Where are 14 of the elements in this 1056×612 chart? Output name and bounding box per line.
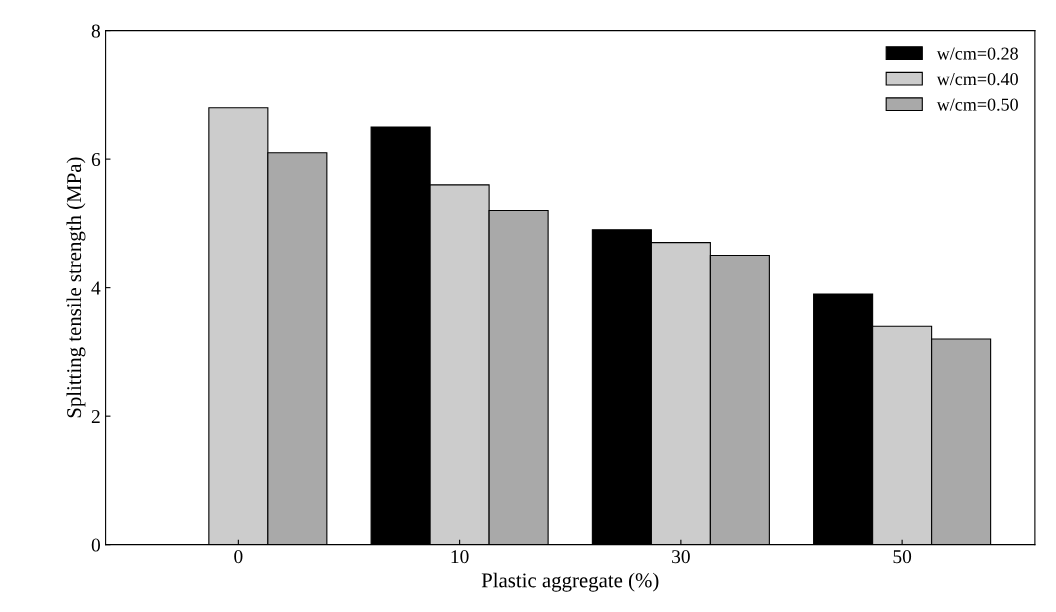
y-tick-label: 6 [91,152,101,167]
x-tick-label: 0 [234,550,243,564]
y-axis-title: Splitting tensile strength (MPa) [66,157,86,418]
x-tick-label: 30 [672,550,690,564]
y-tick-label: 2 [91,410,100,423]
x-tick-label: 10 [451,550,469,564]
y-tick-label: 0 [91,538,100,552]
x-tick-label: 50 [893,550,912,564]
y-tick-label: 4 [91,281,101,295]
legend-label: w/cm=0.40 [936,72,1018,86]
y-tick-label: 8 [91,24,100,38]
legend-label: w/cm=0.50 [936,98,1018,111]
legend-label: w/cm=0.28 [936,47,1018,60]
x-axis-title: Plastic aggregate (%) [481,572,659,592]
